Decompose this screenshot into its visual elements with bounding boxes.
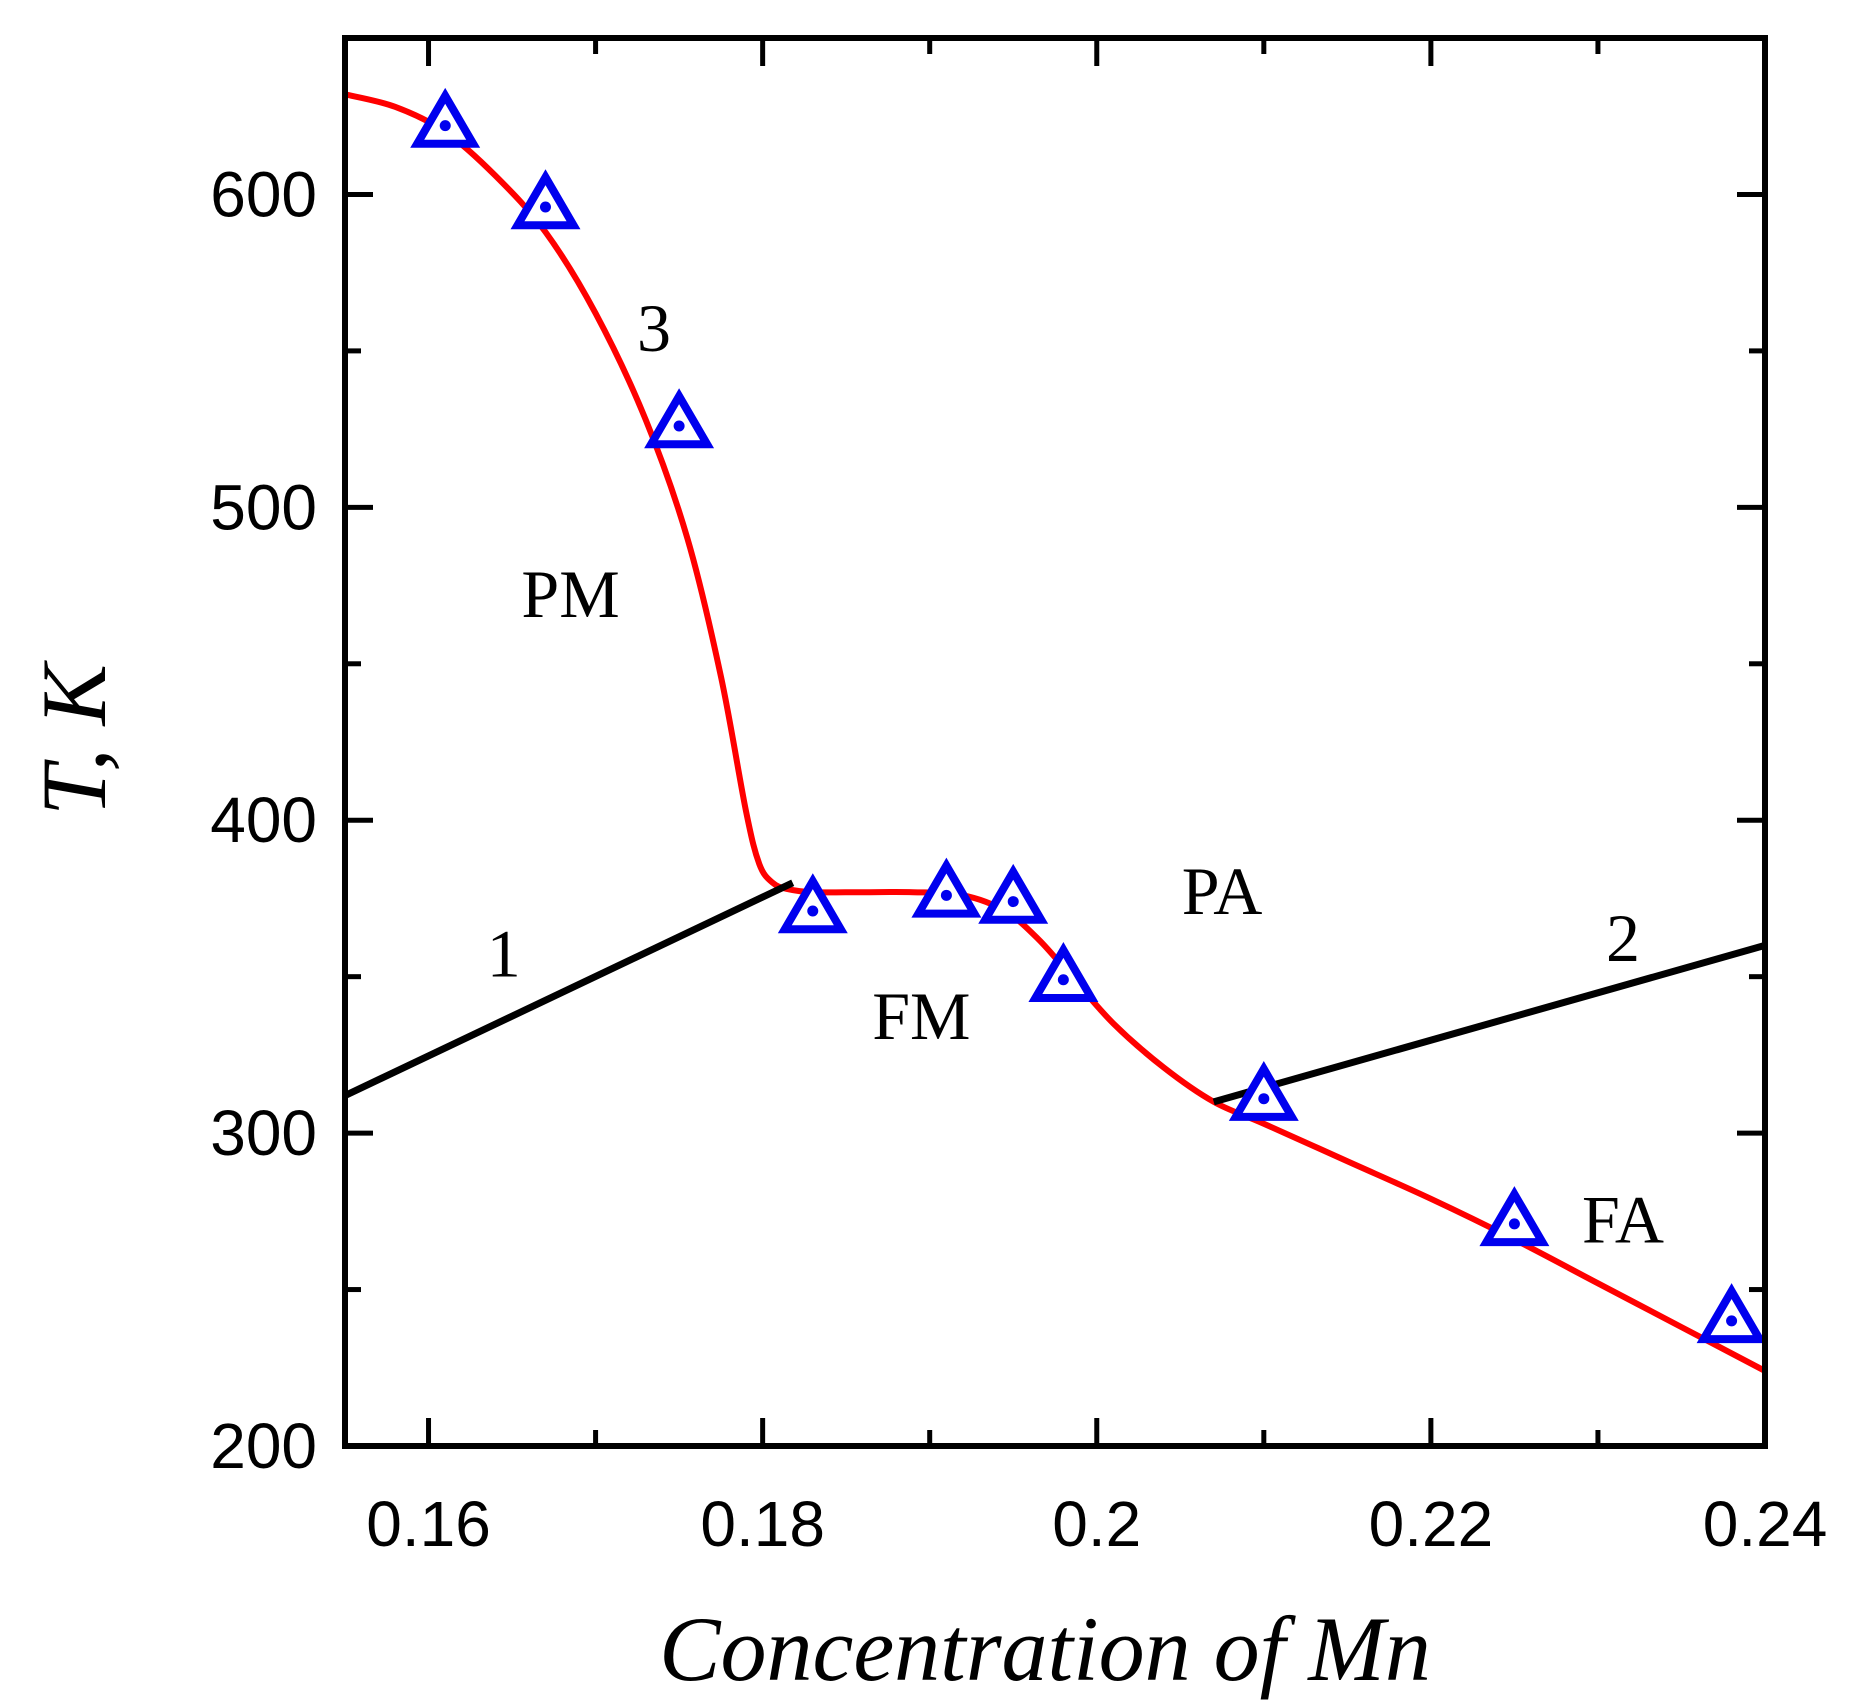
triangle-marker xyxy=(644,388,715,449)
triangle-marker xyxy=(1479,1186,1550,1247)
marker-center-dot xyxy=(539,201,551,213)
region-label: FA xyxy=(1582,1182,1664,1258)
triangle-marker xyxy=(1696,1283,1767,1344)
triangle-marker xyxy=(510,169,581,230)
data-point xyxy=(1228,1060,1299,1121)
boundary-line-1 xyxy=(345,879,795,1099)
marker-center-dot xyxy=(1508,1218,1520,1230)
x-tick-label: 0.18 xyxy=(700,1488,825,1560)
data-point xyxy=(777,873,848,934)
region-label: 2 xyxy=(1606,900,1640,976)
triangle-marker xyxy=(777,873,848,934)
y-tick-label: 300 xyxy=(210,1097,317,1169)
x-tick-label: 0.24 xyxy=(1703,1488,1828,1560)
triangle-marker xyxy=(1028,942,1099,1002)
marker-center-dot xyxy=(673,420,685,432)
curve-3 xyxy=(345,91,1765,1374)
y-tick-label: 600 xyxy=(210,158,317,230)
marker-center-dot xyxy=(940,889,952,901)
marker-center-dot xyxy=(1057,974,1069,986)
data-point xyxy=(510,169,581,230)
y-tick-label: 400 xyxy=(210,784,317,856)
region-label: PM xyxy=(521,556,619,632)
axes-layer: 200 300 400 500 600 0.16 0.18 0.2 0.22 0.24 xyxy=(210,35,1828,1560)
x-tick-label: 0.22 xyxy=(1369,1488,1494,1560)
data-point xyxy=(1479,1186,1550,1247)
y-axis-title: T, K xyxy=(23,660,125,816)
marker-center-dot xyxy=(1258,1093,1270,1105)
curves-layer xyxy=(345,91,1765,1374)
marker-center-dot xyxy=(1726,1315,1738,1327)
marker-center-dot xyxy=(1007,896,1019,908)
data-point xyxy=(644,388,715,449)
data-point xyxy=(911,857,982,918)
triangle-marker xyxy=(410,87,481,148)
triangle-marker xyxy=(1228,1060,1299,1121)
x-tick-label: 0.2 xyxy=(1052,1488,1141,1560)
region-label: PA xyxy=(1182,853,1263,929)
region-label: 3 xyxy=(637,290,671,366)
annotations-layer: 3 PM 1 PA FM 2 FA xyxy=(487,290,1664,1258)
data-point xyxy=(1028,942,1099,1002)
region-label: FM xyxy=(872,978,970,1054)
data-point xyxy=(410,87,481,148)
triangle-marker xyxy=(978,863,1049,924)
triangle-marker xyxy=(911,857,982,918)
x-tick-label: 0.16 xyxy=(366,1488,491,1560)
markers-layer xyxy=(410,87,1767,1344)
y-tick-label: 200 xyxy=(210,1410,317,1482)
data-point xyxy=(978,863,1049,924)
region-label: 1 xyxy=(487,916,521,992)
boundary-line-2 xyxy=(1212,942,1765,1106)
x-axis-title: Concentration of Mn xyxy=(659,1598,1431,1700)
marker-center-dot xyxy=(439,120,451,132)
data-point xyxy=(1696,1283,1767,1344)
plot-frame xyxy=(342,35,1768,1449)
y-tick-label: 500 xyxy=(210,471,317,543)
marker-center-dot xyxy=(807,905,819,917)
